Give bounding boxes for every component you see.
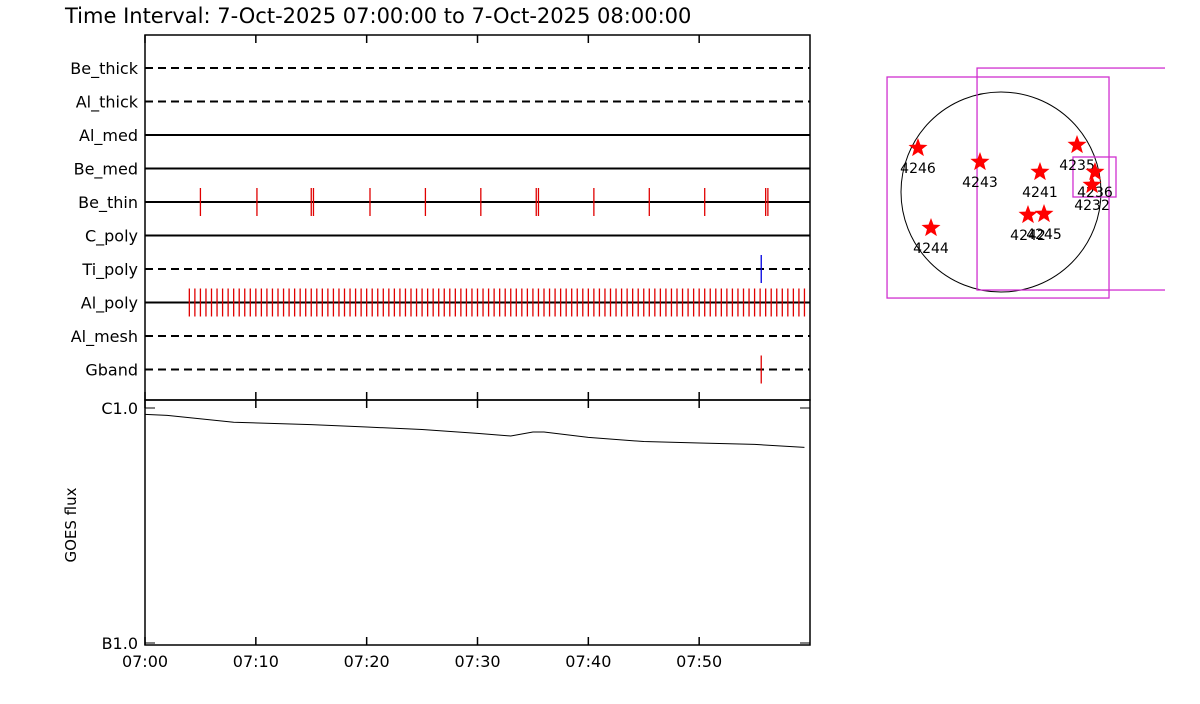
- region-star: [1085, 162, 1105, 181]
- goes-curve: [144, 413, 805, 448]
- y-axis-label: GOES flux: [62, 487, 80, 562]
- x-tick-label: 07:50: [676, 652, 722, 671]
- region-star: [1067, 135, 1087, 154]
- region-star: [1030, 162, 1050, 181]
- goes-frame: [144, 399, 811, 646]
- x-tick-label: 07:20: [344, 652, 390, 671]
- filter-label: Be_thin: [78, 193, 138, 213]
- region-label: 4242: [1010, 228, 1046, 244]
- region-star: [1034, 204, 1054, 223]
- solar-disk: [900, 91, 1102, 293]
- filter-label: Be_med: [74, 160, 138, 180]
- region-label: 4241: [1022, 185, 1058, 201]
- title: Time Interval: 7-Oct-2025 07:00:00 to 7-…: [64, 4, 691, 28]
- fov-box: [1072, 156, 1117, 198]
- x-tick-label: 07:00: [122, 652, 168, 671]
- region-label: 4244: [913, 241, 949, 257]
- filter-label: Al_mesh: [71, 327, 138, 347]
- filter-label: C_poly: [85, 227, 138, 247]
- y-tick-label: C1.0: [101, 399, 138, 418]
- region-label: 4243: [962, 175, 998, 191]
- x-tick-label: 07:30: [454, 652, 500, 671]
- map: [886, 67, 1165, 299]
- region-star: [1018, 205, 1038, 224]
- filter-label: Ti_poly: [81, 260, 138, 280]
- x-tick-label: 07:10: [233, 652, 279, 671]
- filter-label: Gband: [85, 361, 138, 380]
- region-star: [908, 138, 928, 157]
- timeline-frame: [144, 34, 811, 401]
- region-label: 4245: [1026, 227, 1062, 243]
- filter-label: Al_poly: [81, 294, 138, 314]
- region-star: [970, 152, 990, 171]
- filter-label: Al_thick: [76, 93, 139, 113]
- y-tick-label: B1.0: [102, 634, 138, 653]
- region-star: [921, 218, 941, 237]
- region-label: 4232: [1074, 198, 1110, 214]
- filter-label: Be_thick: [70, 59, 138, 79]
- region-label: 4246: [900, 161, 936, 177]
- region-star: [1082, 175, 1102, 194]
- fov-box: [976, 67, 1165, 291]
- region-label: 4235: [1059, 158, 1095, 174]
- filter-label: Al_med: [79, 126, 138, 146]
- fov-box: [886, 76, 1110, 299]
- x-tick-label: 07:40: [565, 652, 611, 671]
- region-label: 4236: [1077, 185, 1113, 201]
